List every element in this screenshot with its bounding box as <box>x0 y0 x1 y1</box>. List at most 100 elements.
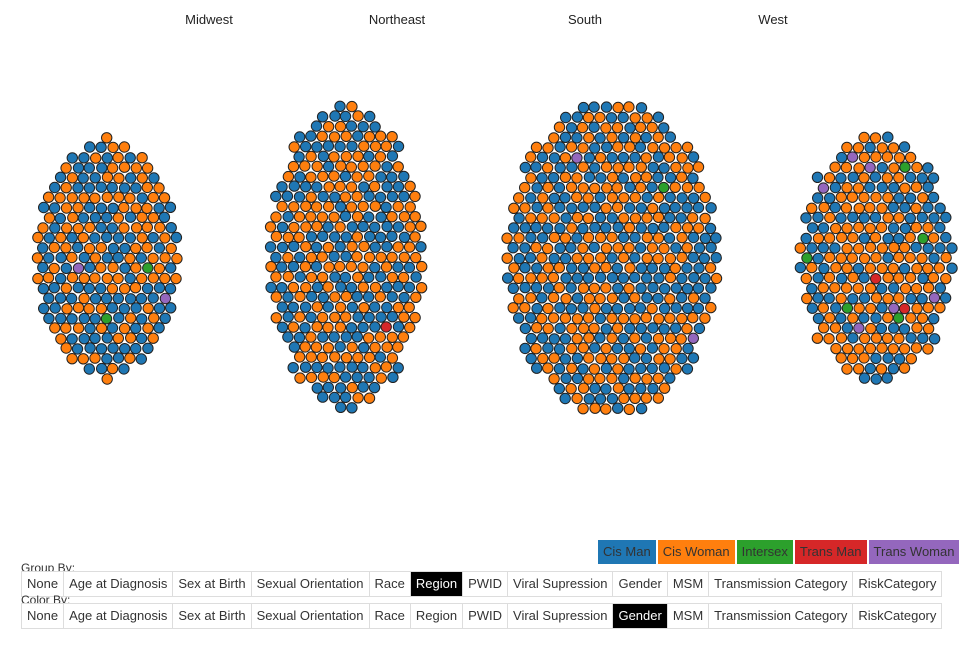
node-northeast-cis-woman[interactable] <box>334 321 347 333</box>
node-midwest-cis-woman[interactable] <box>66 353 78 365</box>
node-northeast-cis-woman[interactable] <box>328 131 341 143</box>
node-midwest-cis-man[interactable] <box>135 332 148 345</box>
node-midwest-cis-man[interactable] <box>124 272 136 284</box>
node-northeast-cis-man[interactable] <box>322 362 334 374</box>
node-west-cis-man[interactable] <box>893 353 906 365</box>
node-west-cis-man[interactable] <box>806 222 819 234</box>
node-northeast-cis-woman[interactable] <box>410 251 422 264</box>
node-south-cis-man[interactable] <box>687 172 699 184</box>
node-south-cis-man[interactable] <box>588 121 600 133</box>
node-south-cis-woman[interactable] <box>629 372 641 384</box>
node-south-cis-man[interactable] <box>618 372 630 385</box>
node-midwest-cis-man[interactable] <box>135 252 148 264</box>
node-south-cis-woman[interactable] <box>582 312 595 324</box>
node-west-cis-man[interactable] <box>847 293 859 305</box>
node-west-cis-woman[interactable] <box>933 262 945 274</box>
node-south-cis-woman[interactable] <box>641 231 653 244</box>
node-northeast-cis-man[interactable] <box>335 281 347 293</box>
node-midwest-cis-woman[interactable] <box>141 202 153 215</box>
node-northeast-cis-woman[interactable] <box>282 251 294 264</box>
node-midwest-cis-woman[interactable] <box>159 252 171 264</box>
node-south-cis-man[interactable] <box>502 272 514 284</box>
node-northeast-cis-woman[interactable] <box>345 181 358 193</box>
node-midwest-cis-man[interactable] <box>77 212 90 224</box>
node-south-cis-man[interactable] <box>705 202 717 214</box>
node-northeast-cis-woman[interactable] <box>310 341 323 353</box>
node-midwest-cis-man[interactable] <box>135 292 148 305</box>
node-south-cis-woman[interactable] <box>653 191 665 204</box>
node-midwest-cis-man[interactable] <box>130 182 142 194</box>
node-northeast-cis-man[interactable] <box>387 371 399 383</box>
node-south-cis-man[interactable] <box>617 332 630 345</box>
node-south-cis-man[interactable] <box>583 393 595 405</box>
node-south-cis-woman[interactable] <box>641 373 653 385</box>
node-west-cis-woman[interactable] <box>852 142 865 154</box>
node-northeast-cis-man[interactable] <box>276 301 289 313</box>
node-midwest-cis-woman[interactable] <box>89 192 101 204</box>
node-midwest-cis-man[interactable] <box>72 241 84 254</box>
node-midwest-cis-man[interactable] <box>153 282 166 294</box>
node-south-cis-man[interactable] <box>594 312 606 325</box>
node-northeast-cis-woman[interactable] <box>404 201 416 213</box>
node-south-cis-woman[interactable] <box>641 212 653 224</box>
node-south-cis-woman[interactable] <box>617 252 630 264</box>
node-west-cis-man[interactable] <box>812 211 824 224</box>
node-northeast-cis-man[interactable] <box>346 301 359 313</box>
node-midwest-cis-woman[interactable] <box>165 242 177 255</box>
node-midwest-cis-man[interactable] <box>48 202 61 214</box>
node-midwest-cis-man[interactable] <box>89 313 101 325</box>
node-west-cis-man[interactable] <box>898 323 911 335</box>
node-northeast-cis-woman[interactable] <box>409 231 421 243</box>
node-northeast-cis-woman[interactable] <box>300 200 312 213</box>
node-midwest-cis-woman[interactable] <box>60 242 72 254</box>
node-northeast-cis-man[interactable] <box>334 100 346 113</box>
node-south-cis-man[interactable] <box>554 201 566 214</box>
node-northeast-cis-man[interactable] <box>369 301 381 313</box>
node-west-cis-man[interactable] <box>916 172 928 184</box>
node-northeast-cis-woman[interactable] <box>369 160 381 172</box>
node-south-cis-woman[interactable] <box>577 161 589 173</box>
node-northeast-cis-woman[interactable] <box>345 201 358 213</box>
node-south-cis-man[interactable] <box>617 172 629 184</box>
node-northeast-cis-man[interactable] <box>282 291 294 303</box>
node-south-cis-woman[interactable] <box>571 392 583 405</box>
node-northeast-cis-woman[interactable] <box>404 221 416 233</box>
node-west-cis-woman[interactable] <box>846 252 858 264</box>
node-south-cis-man[interactable] <box>589 221 601 234</box>
node-south-cis-man[interactable] <box>623 342 635 355</box>
node-northeast-cis-woman[interactable] <box>369 281 382 294</box>
node-midwest-cis-man[interactable] <box>107 342 119 354</box>
node-west-cis-woman[interactable] <box>870 191 882 204</box>
node-west-cis-woman[interactable] <box>922 343 934 355</box>
node-northeast-cis-man[interactable] <box>316 111 329 123</box>
node-west-cis-woman[interactable] <box>835 292 847 305</box>
node-west-cis-man[interactable] <box>864 181 876 194</box>
node-south-cis-man[interactable] <box>571 372 584 385</box>
node-west-cis-woman[interactable] <box>852 182 865 194</box>
node-midwest-cis-woman[interactable] <box>83 242 96 255</box>
node-south-cis-man[interactable] <box>571 111 584 123</box>
node-midwest-cis-man[interactable] <box>112 232 125 244</box>
node-south-cis-man[interactable] <box>647 382 659 395</box>
node-midwest-cis-man[interactable] <box>165 302 177 314</box>
node-midwest-cis-woman[interactable] <box>67 211 79 224</box>
node-northeast-cis-man[interactable] <box>334 361 346 373</box>
node-northeast-cis-man[interactable] <box>270 190 282 203</box>
node-midwest-cis-man[interactable] <box>89 172 101 184</box>
node-midwest-cis-woman[interactable] <box>136 272 148 285</box>
node-west-cis-woman[interactable] <box>852 282 864 294</box>
node-south-cis-woman[interactable] <box>676 251 688 264</box>
node-south-cis-man[interactable] <box>583 171 596 183</box>
node-south-cis-man[interactable] <box>548 252 560 265</box>
node-south-cis-man[interactable] <box>658 362 671 374</box>
node-northeast-cis-man[interactable] <box>339 110 352 123</box>
node-south-cis-woman[interactable] <box>663 151 676 163</box>
node-west-cis-woman[interactable] <box>911 161 923 174</box>
node-south-cis-man[interactable] <box>548 152 561 164</box>
node-south-cis-man[interactable] <box>692 201 705 214</box>
color-by-option-race[interactable]: Race <box>369 603 411 629</box>
node-west-cis-woman[interactable] <box>905 353 917 365</box>
node-northeast-cis-woman[interactable] <box>323 261 335 273</box>
node-midwest-cis-man[interactable] <box>55 312 67 325</box>
node-northeast-cis-man[interactable] <box>369 221 381 234</box>
